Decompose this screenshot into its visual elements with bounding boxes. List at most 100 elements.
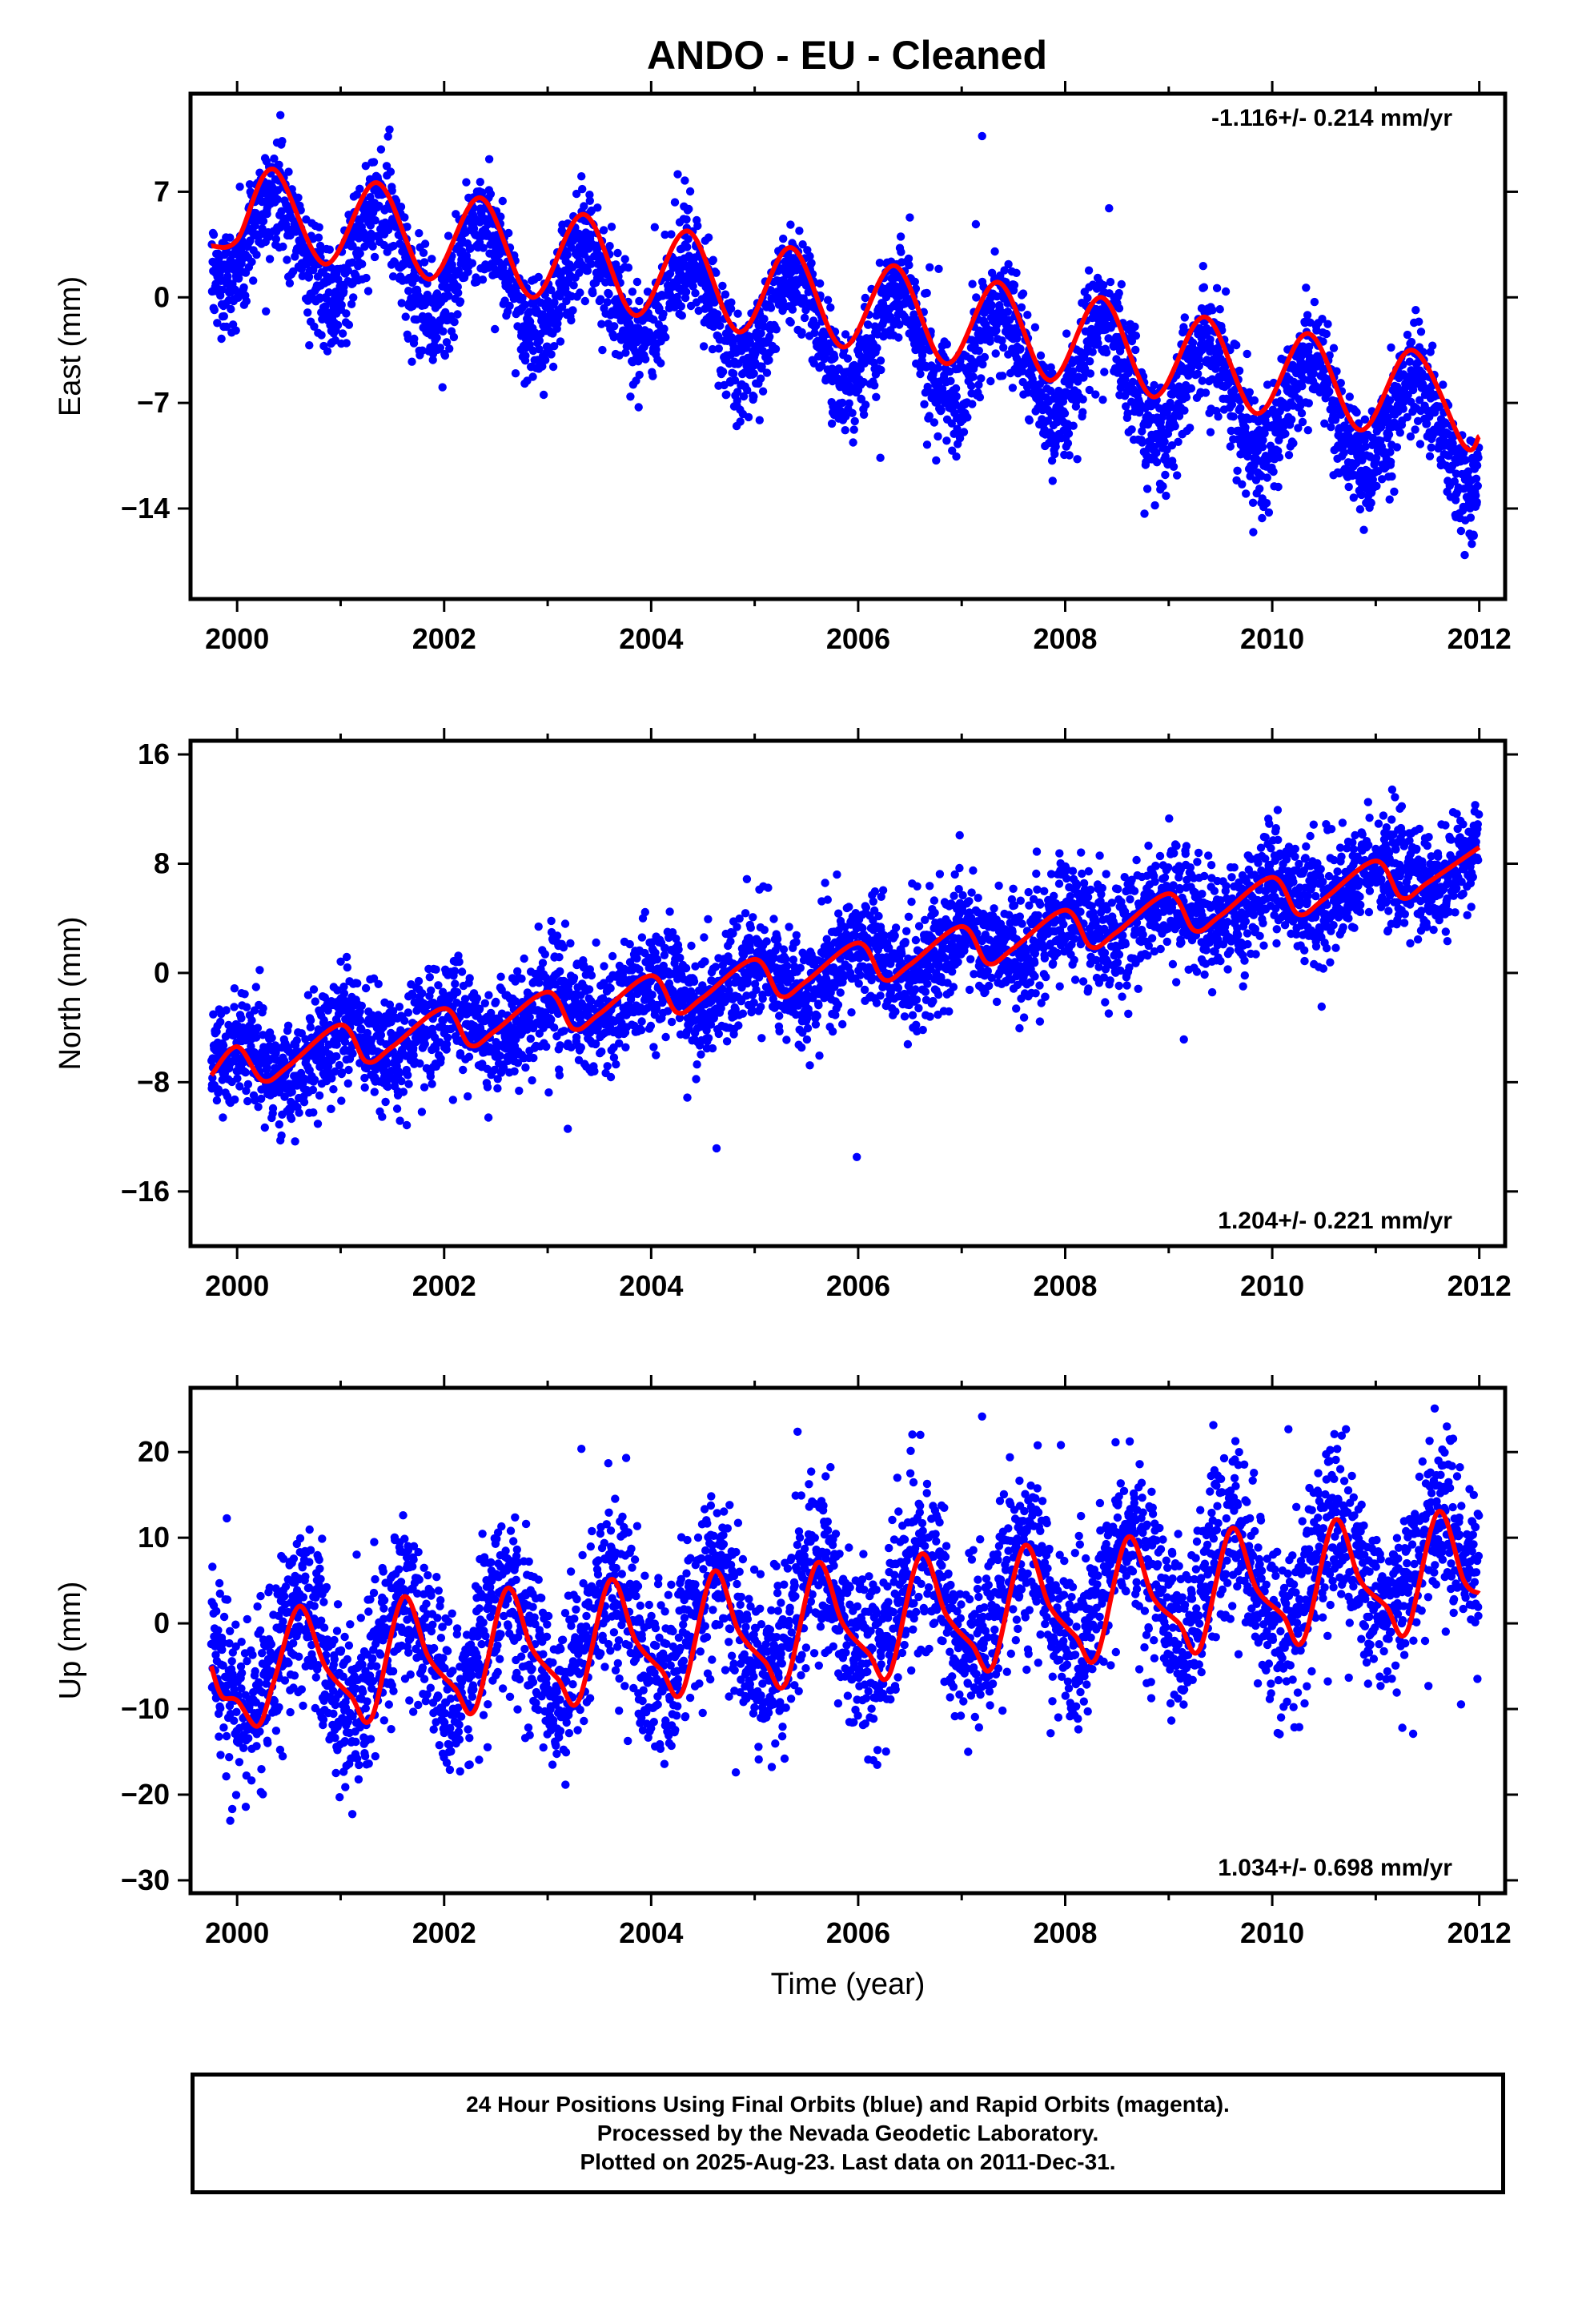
data-point [426, 1072, 435, 1081]
data-point [355, 1015, 365, 1025]
data-point [547, 350, 556, 359]
data-point [905, 213, 914, 222]
data-point [275, 1120, 283, 1129]
data-point [209, 1010, 218, 1019]
data-point [353, 979, 362, 988]
data-point [287, 213, 295, 223]
data-point [278, 137, 287, 146]
data-point [209, 230, 219, 239]
data-point [332, 1051, 341, 1061]
data-point [673, 170, 682, 179]
data-point [449, 332, 459, 342]
data-point [848, 408, 857, 417]
data-point [1050, 449, 1059, 459]
data-point [370, 252, 379, 262]
data-point [454, 288, 463, 297]
data-point [1068, 367, 1078, 376]
data-point [795, 227, 804, 235]
data-point [400, 1016, 409, 1025]
data-point [977, 374, 986, 383]
data-point [1104, 334, 1113, 343]
data-point [308, 1085, 318, 1095]
data-point [923, 382, 932, 392]
data-point [277, 1131, 286, 1140]
data-point [408, 357, 416, 366]
data-point [451, 979, 460, 988]
x-tick-label: 2012 [1447, 622, 1512, 655]
data-point [920, 400, 929, 408]
data-point [1464, 467, 1473, 476]
data-point [1332, 367, 1341, 376]
data-point [648, 372, 657, 380]
data-point [1099, 280, 1108, 290]
data-point [419, 248, 428, 257]
data-point [635, 370, 644, 380]
data-point [226, 233, 235, 242]
data-point [1150, 501, 1159, 510]
data-point [358, 259, 367, 268]
data-point [598, 345, 607, 355]
data-point [765, 356, 773, 364]
data-point [596, 295, 605, 304]
data-point [1227, 426, 1236, 436]
data-point [223, 271, 232, 281]
data-point [1385, 495, 1394, 504]
data-point [721, 290, 730, 299]
data-point [861, 293, 870, 303]
data-point [1063, 439, 1073, 448]
data-point [222, 1006, 231, 1015]
data-point [757, 329, 765, 338]
data-point [1113, 368, 1122, 377]
data-point [643, 287, 652, 296]
data-point [604, 290, 613, 299]
data-point [260, 1123, 269, 1132]
data-point [727, 298, 736, 307]
data-point [1170, 422, 1179, 431]
data-point [942, 340, 952, 349]
data-point [1048, 476, 1058, 485]
data-point [1238, 480, 1247, 489]
data-point [1091, 390, 1100, 399]
data-point [978, 131, 986, 141]
data-point [1037, 388, 1046, 397]
data-point [1439, 380, 1447, 389]
data-point [397, 1076, 406, 1086]
data-point [484, 155, 494, 163]
data-point [213, 319, 222, 328]
data-point [210, 305, 219, 315]
data-point [749, 392, 758, 401]
data-point [621, 348, 630, 357]
data-point [955, 434, 965, 443]
data-point [1085, 385, 1094, 395]
data-point [587, 259, 596, 268]
data-point [1248, 498, 1258, 507]
data-point [1303, 311, 1312, 320]
data-point [841, 330, 850, 339]
data-point [1329, 344, 1339, 352]
data-point [1180, 406, 1189, 415]
data-point [904, 254, 913, 263]
data-point [1386, 457, 1395, 466]
data-point [416, 1059, 424, 1068]
data-point [362, 273, 371, 283]
data-point [1130, 322, 1139, 332]
data-point [323, 347, 332, 356]
data-point [932, 456, 941, 465]
data-point [998, 372, 1007, 380]
data-point [406, 260, 415, 269]
data-point [1310, 297, 1319, 307]
data-point [230, 1003, 239, 1011]
data-point [1242, 489, 1251, 498]
data-point [718, 281, 727, 291]
data-point [677, 311, 686, 320]
data-point [476, 178, 484, 187]
data-point [1060, 409, 1070, 418]
data-point [239, 283, 248, 292]
data-point [1036, 351, 1046, 360]
data-point [720, 380, 729, 390]
data-point [963, 413, 972, 422]
data-point [242, 1003, 251, 1011]
data-point [555, 311, 564, 320]
data-point [812, 321, 821, 330]
data-point [338, 329, 347, 338]
